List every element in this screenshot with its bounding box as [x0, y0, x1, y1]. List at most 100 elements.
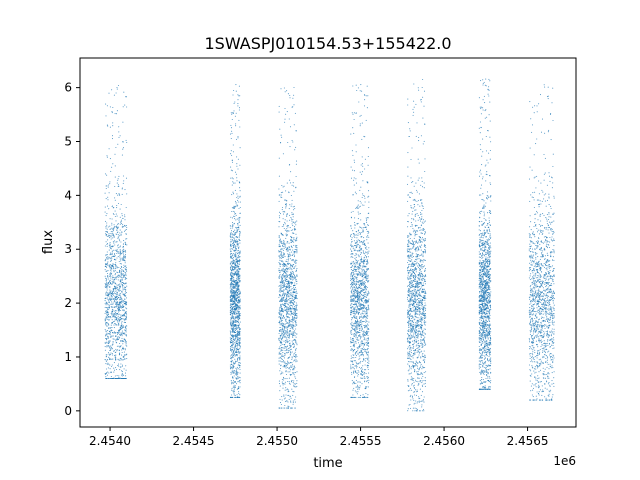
- data-point: [122, 266, 124, 269]
- data-point: [351, 289, 353, 291]
- data-point: [233, 215, 235, 217]
- data-point: [239, 307, 241, 309]
- data-point: [232, 193, 235, 195]
- data-point: [287, 371, 289, 373]
- data-point: [124, 289, 126, 291]
- data-point: [239, 365, 241, 367]
- data-point: [290, 401, 292, 403]
- data-point: [232, 275, 234, 277]
- data-point: [109, 243, 111, 245]
- data-point: [366, 230, 368, 232]
- data-point: [357, 339, 359, 341]
- data-point: [279, 194, 281, 196]
- data-point: [237, 306, 239, 308]
- data-point: [294, 335, 296, 337]
- data-point: [107, 330, 109, 332]
- data-point: [279, 385, 281, 387]
- data-point: [111, 250, 113, 252]
- chart-title: 1SWASPJ010154.53+155422.0: [204, 34, 451, 53]
- data-point: [293, 228, 295, 230]
- data-point: [294, 376, 296, 378]
- data-point: [367, 394, 369, 396]
- data-point: [238, 228, 240, 230]
- data-point: [235, 125, 237, 127]
- data-point: [111, 89, 113, 91]
- data-point: [287, 259, 290, 261]
- data-point: [237, 315, 239, 318]
- data-point: [233, 348, 235, 350]
- data-point: [124, 329, 126, 331]
- data-point: [287, 141, 289, 144]
- data-point: [293, 289, 295, 291]
- data-point: [293, 333, 295, 335]
- data-point: [105, 241, 107, 243]
- data-point: [114, 264, 116, 266]
- data-point: [115, 283, 117, 285]
- data-point: [292, 106, 294, 108]
- data-point: [117, 236, 119, 238]
- data-point: [231, 324, 233, 326]
- data-point: [289, 219, 291, 221]
- data-point: [107, 295, 110, 297]
- data-point: [233, 283, 236, 285]
- data-point: [234, 115, 236, 117]
- data-point: [293, 384, 295, 386]
- data-point: [232, 181, 234, 183]
- data-point: [125, 267, 127, 269]
- data-point: [122, 293, 124, 295]
- data-point: [104, 328, 106, 331]
- data-point: [289, 329, 292, 331]
- data-point: [122, 314, 124, 316]
- data-point: [295, 361, 297, 363]
- data-point: [289, 94, 291, 97]
- data-point: [354, 314, 356, 316]
- data-point: [113, 276, 115, 278]
- data-point: [116, 310, 118, 312]
- data-point: [118, 274, 120, 276]
- data-point: [291, 295, 293, 297]
- data-point: [284, 91, 286, 93]
- data-point: [234, 335, 236, 337]
- data-point: [112, 290, 114, 292]
- data-point: [116, 306, 118, 308]
- data-point: [107, 322, 109, 325]
- data-point: [284, 279, 286, 281]
- data-point: [121, 305, 123, 307]
- data-point: [229, 248, 231, 250]
- data-point: [108, 324, 110, 326]
- data-point: [289, 276, 291, 278]
- data-point: [360, 342, 362, 345]
- data-point: [354, 257, 356, 259]
- data-point: [121, 349, 123, 351]
- data-point: [122, 348, 124, 350]
- data-point: [107, 377, 109, 380]
- data-point: [109, 225, 111, 227]
- data-point: [232, 191, 234, 193]
- data-point: [284, 285, 286, 288]
- data-point: [124, 255, 126, 257]
- data-point: [125, 282, 127, 284]
- data-point: [121, 187, 123, 189]
- data-point: [111, 365, 113, 367]
- data-point: [284, 362, 286, 364]
- data-point: [232, 236, 234, 239]
- data-point: [115, 356, 117, 359]
- data-point: [288, 310, 290, 312]
- data-point: [122, 281, 124, 284]
- data-point: [111, 347, 113, 349]
- data-point: [283, 357, 286, 359]
- data-point: [295, 341, 297, 343]
- data-point: [363, 195, 366, 197]
- data-point: [290, 365, 292, 367]
- data-point: [238, 314, 240, 316]
- data-point: [290, 313, 292, 315]
- data-point: [285, 207, 287, 209]
- data-point: [118, 260, 120, 263]
- data-point: [231, 233, 233, 235]
- data-point: [119, 232, 121, 234]
- data-point: [351, 237, 353, 239]
- data-point: [239, 300, 241, 302]
- data-point: [114, 290, 116, 292]
- data-point: [292, 238, 294, 240]
- data-point: [123, 282, 125, 285]
